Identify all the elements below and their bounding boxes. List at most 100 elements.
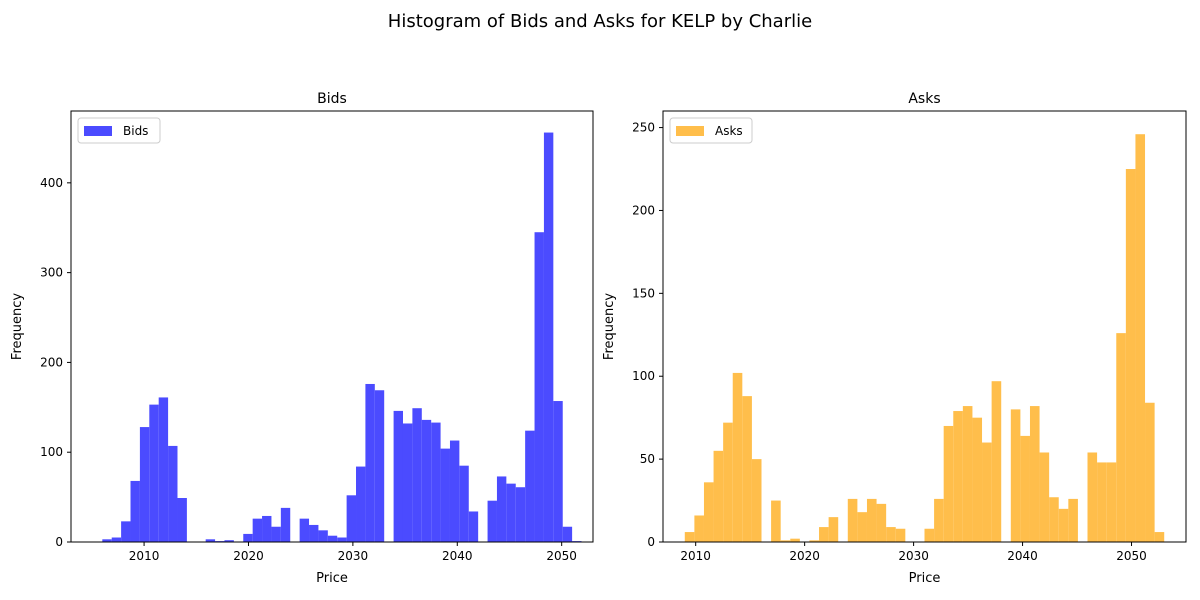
bids-y-tick-label: 400	[40, 176, 63, 190]
bids-bar	[515, 487, 526, 542]
bids-bar	[346, 495, 357, 542]
bids-bar	[431, 422, 441, 542]
asks-bar	[713, 450, 724, 542]
asks-bar	[982, 442, 992, 542]
bids-bar	[553, 401, 563, 542]
bids-bar	[205, 539, 216, 542]
bids-x-tick-label: 2050	[546, 549, 577, 563]
asks-bar	[953, 411, 963, 542]
bids-bar	[440, 448, 450, 542]
asks-bar	[847, 498, 858, 542]
asks-bar	[1145, 402, 1155, 542]
bids-bar	[412, 408, 422, 542]
bids-bar	[543, 132, 554, 543]
asks-bar	[780, 540, 791, 542]
bids-x-tick-label: 2030	[338, 549, 369, 563]
bids-bar	[562, 526, 573, 542]
asks-x-tick-label: 2030	[898, 549, 929, 563]
bids-bar	[158, 397, 169, 542]
bids-bar	[459, 465, 469, 542]
asks-bar	[876, 503, 887, 542]
asks-y-axis-label: Frequency	[602, 293, 617, 360]
asks-bar	[1154, 532, 1165, 542]
bids-y-axis-label: Frequency	[10, 293, 25, 360]
asks-bar	[943, 425, 954, 542]
bids-bar	[496, 476, 507, 542]
asks-bar	[924, 528, 935, 542]
bids-bar	[309, 524, 319, 542]
asks-bar	[972, 417, 983, 542]
bids-y-tick-label: 200	[40, 355, 63, 369]
asks-bar	[828, 517, 839, 542]
asks-bar	[991, 381, 1002, 542]
asks-bar	[1135, 134, 1146, 542]
bids-bar	[139, 427, 150, 542]
bids-legend-box	[77, 117, 161, 144]
bids-bar	[252, 518, 263, 542]
bids-bar	[121, 521, 131, 542]
asks-bar	[962, 406, 973, 542]
asks-bar	[1087, 452, 1098, 542]
asks-bar	[703, 482, 714, 542]
asks-y-tick-label: 50	[640, 452, 655, 466]
asks-histogram-panel: 2010 2020 2030 2040 2050 0 50 100 150 200 250 Asks P…	[602, 91, 1187, 586]
asks-bar	[723, 422, 733, 542]
bids-bar	[525, 430, 535, 542]
bids-bar	[402, 423, 413, 542]
bids-y-tick-label: 0	[55, 535, 63, 549]
asks-x-tick-label: 2010	[680, 549, 711, 563]
bids-bar	[487, 500, 497, 542]
asks-legend-box	[669, 117, 753, 144]
asks-legend-label: Asks	[715, 124, 743, 138]
bids-bar	[374, 390, 385, 542]
bids-bar	[534, 232, 544, 542]
bids-bar	[149, 404, 159, 542]
asks-bar	[1029, 406, 1040, 542]
asks-bar	[742, 396, 752, 542]
bids-bar	[327, 535, 338, 542]
asks-bar	[1116, 333, 1126, 542]
asks-x-tick-label: 2040	[1007, 549, 1038, 563]
figure-suptitle: Histogram of Bids and Asks for KELP by C…	[388, 11, 812, 32]
asks-bar	[1106, 462, 1117, 542]
asks-bar	[866, 498, 877, 542]
bids-panel-title: Bids	[317, 91, 347, 107]
asks-bar	[1039, 452, 1050, 542]
asks-bar	[1058, 508, 1069, 542]
bids-bar	[243, 533, 253, 542]
bids-histogram-panel: 2010 2020 2030 2040 2050 0 100 200 300 400 Bids Pri…	[10, 91, 594, 586]
asks-panel-title: Asks	[908, 91, 940, 107]
asks-bar	[1068, 498, 1078, 542]
bids-bar	[271, 526, 281, 542]
asks-y-tick-label: 150	[632, 286, 655, 300]
asks-legend-swatch	[676, 126, 704, 136]
bids-legend-label: Bids	[123, 124, 148, 138]
asks-bar	[934, 498, 944, 542]
bids-bar	[356, 466, 366, 542]
bids-bar	[262, 515, 272, 542]
asks-bar	[857, 512, 867, 542]
bids-bar	[318, 530, 328, 542]
bids-y-tick-label: 100	[40, 445, 63, 459]
bids-bar	[102, 539, 112, 542]
asks-bar	[771, 500, 781, 542]
asks-bar	[751, 459, 762, 542]
asks-x-tick-label: 2020	[789, 549, 820, 563]
bids-x-tick-label: 2010	[129, 549, 160, 563]
bids-x-tick-label: 2040	[442, 549, 473, 563]
asks-bar	[1010, 409, 1021, 542]
bids-bar	[421, 419, 432, 542]
bids-bar	[111, 537, 122, 542]
asks-bar	[886, 527, 896, 542]
asks-x-tick-label: 2050	[1116, 549, 1147, 563]
bids-bar	[299, 518, 310, 542]
bids-bar	[365, 383, 375, 542]
bids-legend-swatch	[84, 126, 112, 136]
bids-bar	[280, 507, 291, 542]
bids-axes-frame	[70, 110, 594, 543]
asks-x-axis-label: Price	[909, 571, 941, 586]
asks-y-tick-label: 0	[647, 535, 655, 549]
bids-bar	[168, 445, 178, 542]
asks-y-tick-label: 100	[632, 369, 655, 383]
asks-bar	[1097, 462, 1107, 542]
